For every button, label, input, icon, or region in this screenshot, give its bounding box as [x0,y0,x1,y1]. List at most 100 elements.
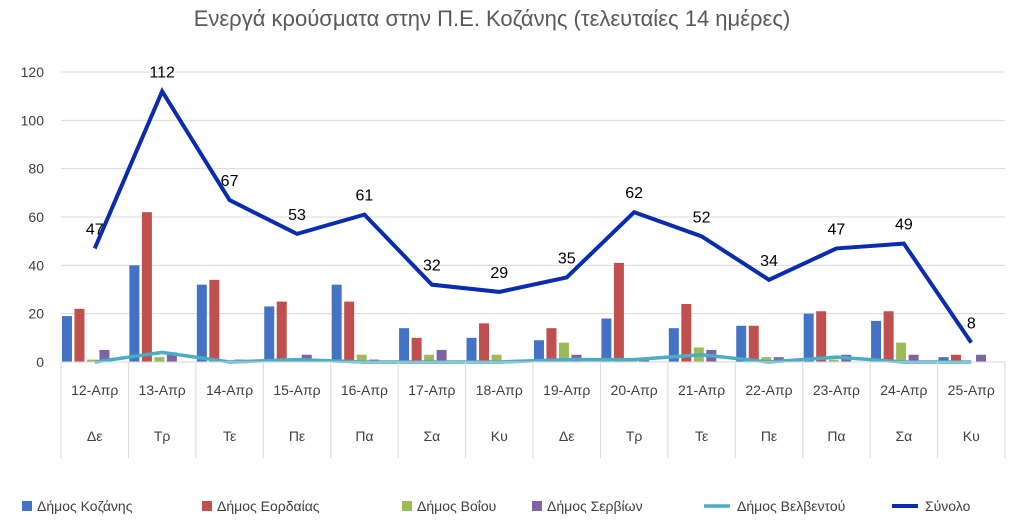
data-label: 62 [625,185,643,202]
x-tick-label: 16-Απρ [341,382,388,398]
bar-1 [613,262,624,362]
x-weekday-label: Δε [559,428,575,444]
bar-2 [356,354,367,362]
bar-1 [748,325,759,362]
bar-2 [86,359,97,362]
x-tick-label: 15-Απρ [273,382,320,398]
line-0 [94,350,972,364]
x-weekday-label: Πε [761,428,777,444]
y-tick-label: 40 [28,257,44,273]
bar-1 [276,301,287,362]
legend-swatch [22,501,32,511]
bar-2 [424,354,435,362]
bar-0 [871,320,882,362]
x-tick-label: 21-Απρ [678,382,725,398]
bar-0 [803,313,814,362]
bar-3 [99,349,110,362]
x-tick-label: 20-Απρ [611,382,658,398]
y-tick-label: 0 [36,354,44,370]
x-weekday-label: Τε [223,428,236,444]
bar-0 [61,316,72,362]
legend-label: Δήμος Εορδαίας [217,498,320,514]
y-tick-label: 100 [21,112,45,128]
data-label: 35 [558,250,576,267]
bar-3 [908,354,919,362]
x-weekday-label: Τε [695,428,708,444]
x-tick-label: 19-Απρ [543,382,590,398]
bar-0 [668,328,679,362]
bar-0 [533,340,544,362]
data-label: 8 [967,316,976,333]
x-tick-label: 23-Απρ [813,382,860,398]
bar-1 [209,279,220,362]
bar-1 [546,328,557,362]
bar-0 [736,325,747,362]
y-tick-label: 60 [28,209,44,225]
y-tick-label: 120 [21,64,45,80]
bar-1 [951,354,962,362]
bar-2 [896,342,907,362]
legend-swatch [402,501,412,511]
data-label: 34 [760,253,778,270]
data-label: 61 [356,188,374,205]
x-tick-label: 18-Απρ [476,382,523,398]
data-label: 47 [828,221,846,238]
bar-3 [976,354,987,362]
x-weekday-label: Τρ [626,428,643,444]
x-tick-label: 14-Απρ [206,382,253,398]
x-weekday-label: Κυ [491,428,508,444]
bar-0 [466,337,477,362]
x-tick-label: 25-Απρ [948,382,995,398]
chart-title: Ενεργά κρούσματα στην Π.Ε. Κοζάνης (τελε… [194,6,791,31]
x-tick-label: 13-Απρ [139,382,186,398]
legend-label: Δήμος Σερβίων [547,498,643,514]
data-label: 29 [490,265,508,282]
x-tick-label: 17-Απρ [408,382,455,398]
x-weekday-label: Πε [289,428,305,444]
data-label: 32 [423,258,441,275]
data-label: 53 [288,207,306,224]
bar-1 [344,301,355,362]
bar-3 [436,349,447,362]
bar-0 [938,357,949,362]
x-weekday-label: Σα [895,428,912,444]
legend-label: Δήμος Κοζάνης [37,498,133,514]
data-label: 52 [693,209,711,226]
bar-0 [601,318,612,362]
bar-1 [74,308,85,362]
bar-2 [558,342,569,362]
bar-0 [331,284,342,362]
legend-label: Σύνολο [925,498,971,514]
bar-0 [399,328,410,362]
bar-3 [166,352,177,362]
bar-0 [196,284,207,362]
data-label: 47 [86,221,104,238]
legend-label: Δήμος Βοΐου [417,498,496,514]
x-tick-label: 24-Απρ [880,382,927,398]
bar-2 [761,357,772,362]
bar-2 [491,354,502,362]
x-weekday-label: Δε [87,428,103,444]
legend-label: Δήμος Βελβεντού [737,498,845,514]
line-1 [92,87,973,344]
data-label: 67 [221,173,239,190]
bar-1 [816,311,827,362]
bar-1 [411,337,422,362]
bar-1 [479,323,490,362]
legend-swatch [202,501,212,511]
x-weekday-label: Πα [355,428,373,444]
x-weekday-label: Πα [827,428,845,444]
y-tick-label: 20 [28,306,44,322]
x-tick-label: 22-Απρ [745,382,792,398]
data-label: 49 [895,217,913,234]
bar-1 [883,311,894,362]
bar-2 [828,359,839,362]
bar-1 [141,212,152,362]
x-weekday-label: Κυ [963,428,980,444]
data-label: 112 [149,64,175,81]
x-weekday-label: Σα [423,428,440,444]
legend-swatch [532,501,542,511]
bar-0 [129,265,140,362]
bar-3 [638,359,649,362]
